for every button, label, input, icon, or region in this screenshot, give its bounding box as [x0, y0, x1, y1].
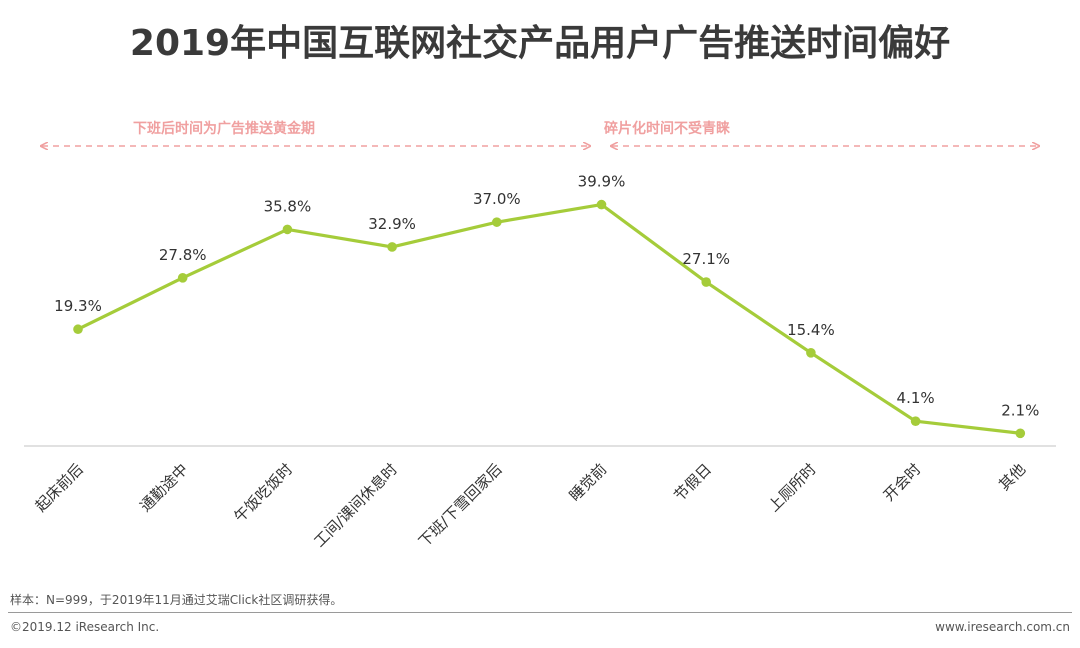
data-point-8 — [806, 348, 816, 358]
footer-copyright: ©2019.12 iResearch Inc. — [10, 620, 160, 634]
annotation-label-1: 下班后时间为广告推送黄金期 — [133, 120, 315, 137]
x-tick-label-8: 上厕所时 — [765, 460, 820, 515]
series-line — [76, 203, 1022, 435]
x-tick-label-5: 下班/下雪回家后 — [415, 460, 506, 551]
data-label-7: 27.1% — [682, 250, 730, 268]
data-label-6: 39.9% — [578, 173, 626, 191]
data-point-4 — [387, 242, 397, 252]
data-point-7 — [701, 277, 711, 287]
data-label-2: 27.8% — [159, 246, 207, 264]
data-point-2 — [177, 273, 188, 283]
x-tick-label-7: 节假日 — [670, 460, 715, 505]
data-label-3: 35.8% — [264, 197, 312, 215]
data-label-4: 32.9% — [368, 215, 416, 233]
data-label-10: 2.1% — [1001, 401, 1039, 419]
data-point-5 — [492, 217, 502, 227]
data-label-5: 37.0% — [473, 190, 521, 208]
data-point-1 — [73, 324, 83, 335]
data-point-6 — [596, 199, 607, 210]
x-tick-label-3: 午饭吃饭时 — [230, 460, 296, 526]
data-point-3 — [282, 224, 293, 235]
x-tick-label-9: 开会时 — [880, 460, 925, 505]
data-label-1: 19.3% — [54, 297, 102, 315]
data-point-9 — [910, 416, 921, 426]
page-title: 2019年中国互联网社交产品用户广告推送时间偏好 — [129, 23, 951, 64]
x-tick-label-4: 工间/课间休息时 — [310, 460, 401, 551]
footer-divider — [8, 612, 1072, 613]
x-tick-label-1: 起床前后 — [32, 460, 87, 515]
data-point-10 — [1015, 428, 1026, 439]
x-tick-label-10: 其他 — [995, 460, 1029, 494]
footer-website: www.iresearch.com.cn — [935, 620, 1070, 634]
data-label-9: 4.1% — [897, 389, 935, 407]
x-tick-label-2: 通勤途中 — [136, 460, 191, 515]
footnote-sample: 样本：N=999，于2019年11月通过艾瑞Click社区调研获得。 — [10, 593, 343, 607]
x-tick-label-6: 睡觉前 — [566, 460, 611, 505]
annotation-label-2: 碎片化时间不受青睐 — [604, 120, 731, 137]
data-label-8: 15.4% — [787, 321, 835, 339]
